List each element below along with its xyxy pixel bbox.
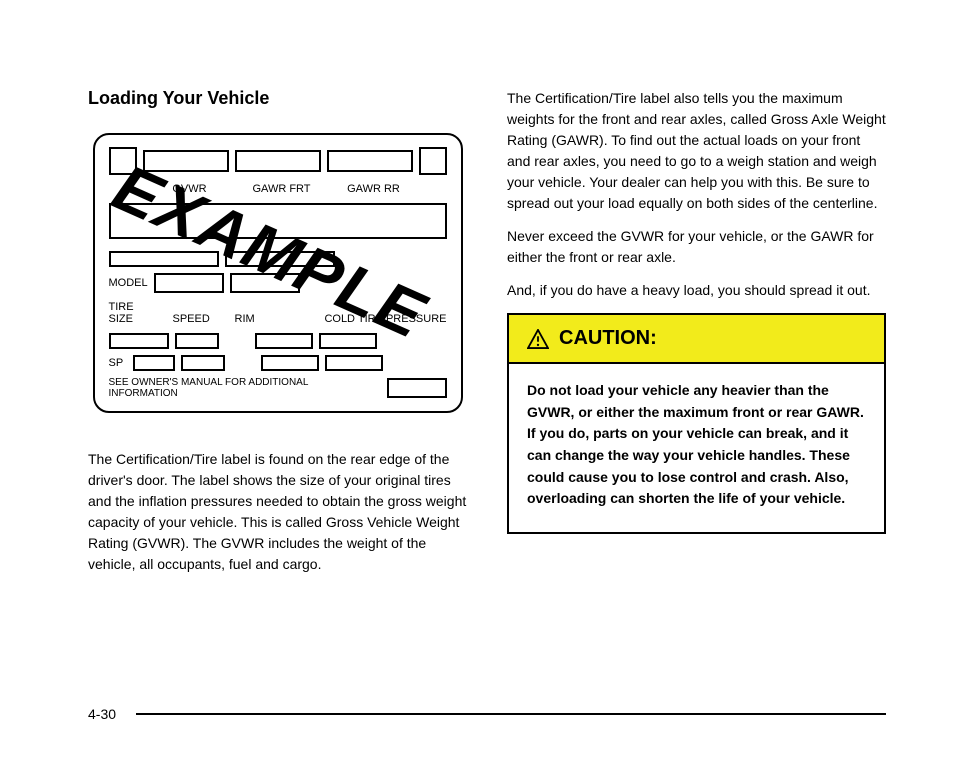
label-model: MODEL [109,277,148,289]
page-number: 4-30 [88,706,116,722]
diagram-top-row [109,147,447,175]
diagram-footer-text: SEE OWNER'S MANUAL FOR ADDITIONAL INFORM… [109,377,379,399]
caution-header: CAUTION: [509,315,884,364]
diagram-row [109,333,447,349]
caution-title: CAUTION: [559,327,657,350]
diagram-box [419,147,447,175]
diagram-field [181,355,225,371]
diagram-field [235,150,321,172]
diagram-box [109,147,137,175]
label-cold-tire-pressure: COLD TIRE PRESSURE [289,313,447,325]
label-speed: SPEED [173,313,221,325]
diagram-row [109,251,447,267]
diagram-field [154,273,224,293]
diagram-footer: SEE OWNER'S MANUAL FOR ADDITIONAL INFORM… [109,377,447,399]
label-sp: SP [109,357,127,369]
footer-rule [136,713,886,715]
diagram-field [175,333,219,349]
label-gawr-frt: GAWR FRT [239,183,325,195]
right-column: The Certification/Tire label also tells … [507,88,886,587]
diagram-field [255,333,313,349]
diagram-field [225,251,335,267]
label-size: TIRE SIZE [109,301,159,325]
label-gvwr: GVWR [147,183,233,195]
warning-triangle-icon [527,329,549,349]
page-columns: Loading Your Vehicle GVWR GAWR FRT GAWR … [88,88,886,587]
left-paragraph-1: The Certification/Tire label is found on… [88,449,467,575]
diagram-field [143,150,229,172]
diagram-field [230,273,300,293]
label-gawr-rr: GAWR RR [331,183,417,195]
diagram-field [327,150,413,172]
diagram-model-row: MODEL [109,273,447,293]
diagram-field [261,355,319,371]
diagram-field-labels: GVWR GAWR FRT GAWR RR [147,183,447,195]
label-rim: RIM [235,313,275,325]
diagram-field [387,378,447,398]
right-paragraph-1: The Certification/Tire label also tells … [507,88,886,214]
caution-box: CAUTION: Do not load your vehicle any he… [507,313,886,534]
diagram-large-field [109,203,447,239]
right-paragraph-3: And, if you do have a heavy load, you sh… [507,280,886,301]
diagram-field [133,355,175,371]
diagram-tire-row: TIRE SIZE SPEED RIM COLD TIRE PRESSURE [109,301,447,325]
diagram-field [319,333,377,349]
left-column: Loading Your Vehicle GVWR GAWR FRT GAWR … [88,88,467,587]
diagram-field [325,355,383,371]
certification-label-diagram: GVWR GAWR FRT GAWR RR MODEL TIRE SIZE SP… [93,133,463,413]
diagram-field [109,251,219,267]
diagram-row: SP [109,355,447,371]
caution-body: Do not load your vehicle any heavier tha… [509,364,884,532]
right-paragraph-2: Never exceed the GVWR for your vehicle, … [507,226,886,268]
diagram-field [109,333,169,349]
section-heading: Loading Your Vehicle [88,88,467,109]
page-footer: 4-30 [88,706,886,722]
